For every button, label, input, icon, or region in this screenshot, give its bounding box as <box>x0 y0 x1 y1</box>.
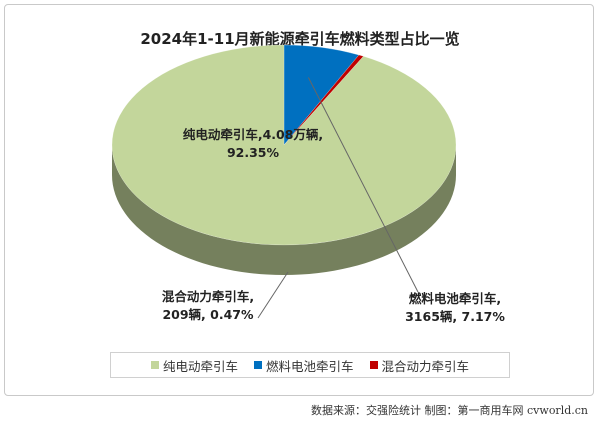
label-hybrid-line1: 混合动力牵引车, <box>161 289 255 304</box>
label-pure-electric-line1: 纯电动牵引车,4.08万辆, <box>182 127 324 142</box>
legend-swatch-pure-electric <box>150 361 159 369</box>
label-pure-electric-line2: 92.35% <box>226 145 280 160</box>
source-note: 数据来源：交强险统计 制图：第一商用车网 cvworld.cn <box>311 404 588 417</box>
leader-line-fuel-cell <box>307 77 419 293</box>
label-hybrid-line2: 209辆, 0.47% <box>162 307 254 322</box>
legend-item-fuel-cell: 燃料电池牵引车 <box>253 356 354 375</box>
legend-label-hybrid: 混合动力牵引车 <box>381 358 470 374</box>
legend-item-pure-electric: 纯电动牵引车 <box>150 356 238 375</box>
legend-swatch-hybrid <box>369 361 378 369</box>
legend-item-hybrid: 混合动力牵引车 <box>369 356 470 375</box>
legend-label-fuel-cell: 燃料电池牵引车 <box>265 358 354 374</box>
label-fuel-cell-line1: 燃料电池牵引车, <box>408 291 502 306</box>
label-pure-electric: 纯电动牵引车,4.08万辆, 92.35% <box>168 126 338 162</box>
legend-label-pure-electric: 纯电动牵引车 <box>162 358 238 374</box>
leader-line-hybrid <box>257 271 289 319</box>
pie-slice-hybrid <box>283 54 364 146</box>
pie-slice-pure-electric <box>111 44 457 246</box>
pie-side-pure-electric <box>112 145 456 275</box>
pie-slice-fuel-cell <box>283 44 360 146</box>
chart-title: 2024年1-11月新能源牵引车燃料类型占比一览 <box>140 30 460 48</box>
label-fuel-cell: 燃料电池牵引车, 3165辆, 7.17% <box>400 290 510 326</box>
label-hybrid: 混合动力牵引车, 209辆, 0.47% <box>148 288 268 324</box>
label-fuel-cell-line2: 3165辆, 7.17% <box>405 309 505 324</box>
legend-swatch-fuel-cell <box>253 361 262 369</box>
legend: 纯电动牵引车 燃料电池牵引车 混合动力牵引车 <box>110 352 510 378</box>
